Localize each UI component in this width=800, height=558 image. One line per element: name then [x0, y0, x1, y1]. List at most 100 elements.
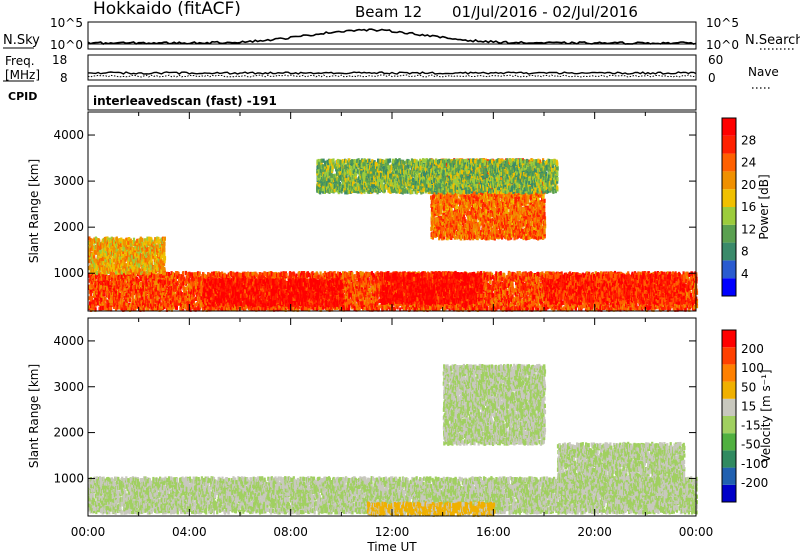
- heatmap-cell: [90, 292, 93, 297]
- heatmap-cell: [161, 305, 164, 310]
- heatmap-cell: [277, 272, 280, 277]
- heatmap-cell: [200, 302, 203, 307]
- heatmap-cell: [196, 275, 199, 280]
- heatmap-cell: [109, 305, 112, 310]
- heatmap-cell: [159, 287, 162, 292]
- heatmap-cell: [97, 285, 100, 291]
- heatmap-cell: [155, 290, 158, 295]
- freq-label-line2: [MHz]: [5, 68, 40, 82]
- heatmap-cell: [140, 287, 143, 292]
- heatmap-cell: [93, 302, 97, 307]
- heatmap-cell: [227, 306, 230, 311]
- heatmap-cell: [194, 296, 197, 301]
- noise-right-label: N.Search: [745, 33, 800, 48]
- heatmap-cell: [102, 273, 105, 278]
- heatmap-cell: [119, 277, 123, 282]
- heatmap-cell: [212, 305, 215, 311]
- heatmap-cell: [273, 272, 276, 277]
- heatmap-cell: [138, 285, 141, 290]
- heatmap-cell: [158, 306, 161, 311]
- heatmap-cell: [148, 296, 152, 301]
- heatmap-cell: [147, 299, 150, 304]
- freq-left-tick-top: 18: [52, 53, 67, 67]
- heatmap-cell: [113, 296, 116, 301]
- heatmap-cell: [127, 306, 130, 312]
- heatmap-cell: [154, 306, 157, 311]
- heatmap-cell: [193, 276, 196, 281]
- heatmap-cell: [124, 291, 127, 296]
- heatmap-cell: [157, 276, 160, 281]
- heatmap-cell: [181, 292, 184, 297]
- heatmap-cell: [138, 281, 141, 286]
- heatmap-cell: [123, 306, 126, 311]
- heatmap-cell: [122, 298, 125, 303]
- heatmap-cell: [210, 305, 213, 310]
- heatmap-cell: [147, 289, 150, 294]
- heatmap-cell: [156, 298, 159, 303]
- heatmap-cell: [188, 279, 191, 284]
- heatmap-cell: [143, 293, 146, 298]
- heatmap-cell: [91, 271, 94, 276]
- heatmap-cell: [161, 277, 164, 282]
- heatmap-cell: [93, 294, 96, 299]
- heatmap-cell: [143, 275, 146, 280]
- heatmap-cell: [290, 276, 293, 281]
- heatmap-cell: [207, 304, 210, 310]
- heatmap-cell: [236, 273, 239, 278]
- heatmap-cell: [93, 299, 96, 304]
- heatmap-cell: [118, 284, 121, 290]
- heatmap-cell: [116, 285, 119, 290]
- heatmap-cell: [234, 274, 237, 280]
- heatmap-cell: [163, 302, 166, 307]
- heatmap-cell: [182, 301, 185, 306]
- heatmap-cell: [189, 307, 192, 312]
- heatmap-cell: [183, 277, 186, 282]
- heatmap-cell: [164, 280, 167, 285]
- heatmap-cell: [116, 305, 119, 310]
- heatmap-cell: [124, 289, 127, 294]
- heatmap-cell: [123, 295, 126, 300]
- heatmap-cell: [111, 291, 114, 297]
- heatmap-cell: [128, 289, 131, 294]
- heatmap-cell: [114, 280, 117, 285]
- heatmap-cell: [136, 304, 140, 309]
- heatmap-cell: [287, 307, 290, 312]
- heatmap-cell: [279, 278, 282, 283]
- heatmap-cell: [243, 271, 246, 276]
- heatmap-cell: [233, 306, 236, 311]
- heatmap-cell: [244, 302, 247, 307]
- heatmap-cell: [105, 278, 108, 283]
- heatmap-cell: [109, 275, 112, 280]
- heatmap-cell: [154, 298, 157, 303]
- heatmap-cell: [97, 301, 100, 306]
- nave-right-tick-bottom: 0: [708, 71, 716, 85]
- heatmap-cell: [173, 292, 176, 297]
- heatmap-cell: [177, 291, 180, 296]
- heatmap-cell: [160, 306, 163, 311]
- heatmap-cell: [103, 288, 106, 293]
- heatmap-cell: [130, 274, 133, 279]
- heatmap-cell: [90, 307, 93, 312]
- heatmap-cell: [199, 288, 202, 293]
- heatmap-cell: [180, 276, 183, 281]
- heatmap-cell: [125, 301, 128, 306]
- heatmap-cell: [204, 273, 207, 279]
- heatmap-cell: [123, 301, 126, 306]
- heatmap-cell: [283, 303, 286, 308]
- heatmap-cell: [131, 290, 134, 295]
- heatmap-cell: [88, 304, 91, 309]
- heatmap-cell: [188, 300, 191, 305]
- heatmap-cell: [176, 286, 179, 291]
- noise-left-label: N.Sky: [3, 33, 40, 48]
- heatmap-cell: [195, 274, 198, 279]
- heatmap-cell: [123, 283, 127, 288]
- heatmap-cell: [195, 278, 198, 283]
- heatmap-cell: [167, 301, 170, 306]
- heatmap-cell: [165, 307, 168, 312]
- heatmap-cell: [180, 282, 183, 287]
- heatmap-cell: [182, 271, 185, 276]
- heatmap-cell: [353, 274, 356, 279]
- heatmap-cell: [227, 272, 230, 277]
- heatmap-cell: [161, 296, 164, 301]
